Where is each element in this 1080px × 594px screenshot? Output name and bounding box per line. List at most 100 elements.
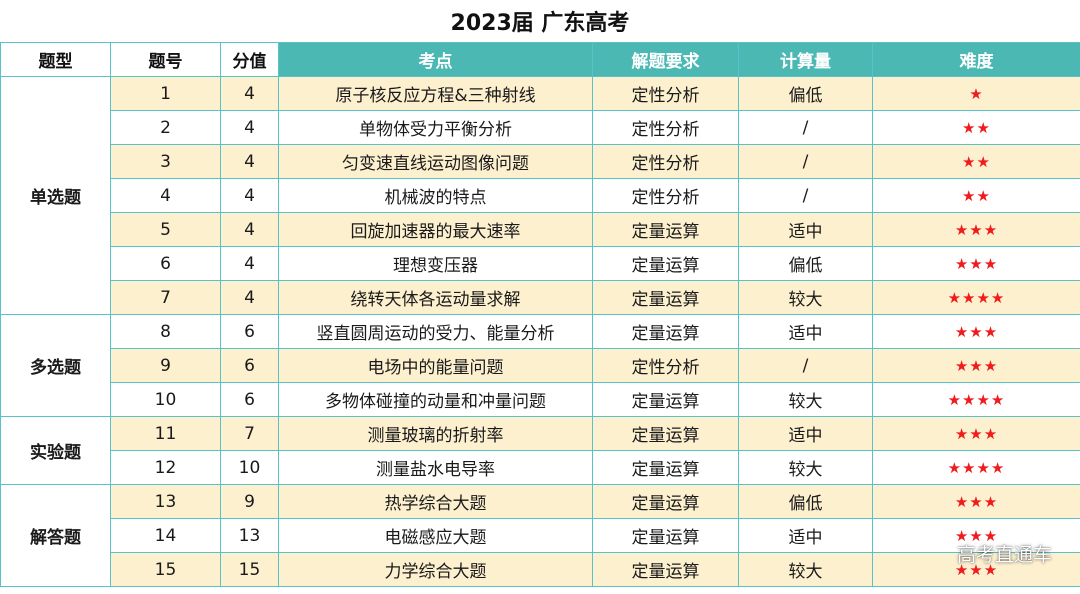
table-row: 多选题 8 6 竖直圆周运动的受力、能量分析 定量运算 适中 ★★★ xyxy=(0,314,1080,417)
score-cell: 15 xyxy=(220,552,279,587)
topic-cell: 电场中的能量问题 xyxy=(278,348,593,383)
table-row: 解答题 13 9 热学综合大题 定量运算 偏低 ★★★ xyxy=(0,484,1080,587)
calc-amount-cell: / xyxy=(738,348,873,383)
calc-amount-cell: 较大 xyxy=(738,552,873,587)
table-row: 12 10 测量盐水电导率 定量运算 较大 ★★★★ xyxy=(1,450,1080,485)
topic-cell: 机械波的特点 xyxy=(278,178,593,213)
watermark-text: 高考直通车 xyxy=(956,544,1052,566)
score-cell: 7 xyxy=(220,416,279,451)
question-type-cell: 解答题 xyxy=(0,484,111,587)
question-number-cell: 5 xyxy=(110,212,221,247)
difficulty-stars: ★★★ xyxy=(872,416,1080,451)
calc-amount-cell: 偏低 xyxy=(738,484,873,519)
difficulty-stars: ★★★ xyxy=(872,518,1080,553)
table-row: 3 4 匀变速直线运动图像问题 定性分析 / ★★ xyxy=(1,144,1080,179)
calc-amount-cell: 较大 xyxy=(738,280,873,315)
topic-cell: 匀变速直线运动图像问题 xyxy=(278,144,593,179)
header-number: 题号 xyxy=(110,42,221,77)
calc-amount-cell: 适中 xyxy=(738,212,873,247)
difficulty-stars: ★★★★ xyxy=(872,450,1080,485)
difficulty-stars: ★★★ xyxy=(872,212,1080,247)
difficulty-stars: ★★★★ xyxy=(872,382,1080,417)
question-number-cell: 11 xyxy=(110,416,221,451)
score-cell: 13 xyxy=(220,518,279,553)
difficulty-stars: ★★ xyxy=(872,110,1080,145)
question-type-cell: 多选题 xyxy=(0,314,111,417)
table-row: 2 4 单物体受力平衡分析 定性分析 / ★★ xyxy=(1,110,1080,145)
topic-cell: 理想变压器 xyxy=(278,246,593,281)
topic-cell: 原子核反应方程&三种射线 xyxy=(278,76,593,111)
header-type: 题型 xyxy=(0,42,111,77)
score-cell: 4 xyxy=(220,212,279,247)
requirement-cell: 定性分析 xyxy=(592,348,739,383)
requirement-cell: 定性分析 xyxy=(592,144,739,179)
question-number-cell: 4 xyxy=(110,178,221,213)
topic-cell: 测量盐水电导率 xyxy=(278,450,593,485)
calc-amount-cell: 较大 xyxy=(738,382,873,417)
requirement-cell: 定量运算 xyxy=(592,246,739,281)
topic-cell: 多物体碰撞的动量和冲量问题 xyxy=(278,382,593,417)
requirement-cell: 定性分析 xyxy=(592,110,739,145)
question-type-cell: 单选题 xyxy=(0,76,111,315)
topic-cell: 电磁感应大题 xyxy=(278,518,593,553)
header-topic: 考点 xyxy=(278,42,593,77)
table-header-row: 题型 题号 分值 考点 解题要求 计算量 难度 xyxy=(0,42,1080,77)
difficulty-stars: ★★★ xyxy=(872,314,1080,349)
calc-amount-cell: 偏低 xyxy=(738,76,873,111)
question-number-cell: 2 xyxy=(110,110,221,145)
question-number-cell: 7 xyxy=(110,280,221,315)
topic-cell: 单物体受力平衡分析 xyxy=(278,110,593,145)
difficulty-stars: ★★★ xyxy=(872,348,1080,383)
requirement-cell: 定量运算 xyxy=(592,212,739,247)
exam-analysis-table: 题型 题号 分值 考点 解题要求 计算量 难度 单选题 1 4 原子核反应方程&三种射… xyxy=(0,42,1080,587)
topic-cell: 热学综合大题 xyxy=(278,484,593,519)
requirement-cell: 定量运算 xyxy=(592,450,739,485)
question-number-cell: 6 xyxy=(110,246,221,281)
score-cell: 4 xyxy=(220,76,279,111)
calc-amount-cell: / xyxy=(738,110,873,145)
table-row: 5 4 回旋加速器的最大速率 定量运算 适中 ★★★ xyxy=(1,212,1080,247)
question-number-cell: 9 xyxy=(110,348,221,383)
question-number-cell: 1 xyxy=(110,76,221,111)
table-row: 9 6 电场中的能量问题 定性分析 / ★★★ xyxy=(1,348,1080,383)
table-row: 6 4 理想变压器 定量运算 偏低 ★★★ xyxy=(1,246,1080,281)
score-cell: 6 xyxy=(220,314,279,349)
requirement-cell: 定量运算 xyxy=(592,416,739,451)
header-score: 分值 xyxy=(220,42,279,77)
calc-amount-cell: / xyxy=(738,144,873,179)
requirement-cell: 定量运算 xyxy=(592,314,739,349)
topic-cell: 竖直圆周运动的受力、能量分析 xyxy=(278,314,593,349)
difficulty-stars: ★★ xyxy=(872,178,1080,213)
score-cell: 4 xyxy=(220,178,279,213)
score-cell: 4 xyxy=(220,246,279,281)
question-number-cell: 15 xyxy=(110,552,221,587)
score-cell: 9 xyxy=(220,484,279,519)
score-cell: 6 xyxy=(220,382,279,417)
topic-cell: 测量玻璃的折射率 xyxy=(278,416,593,451)
requirement-cell: 定量运算 xyxy=(592,552,739,587)
difficulty-stars: ★★★ xyxy=(872,246,1080,281)
requirement-cell: 定量运算 xyxy=(592,280,739,315)
page-title: 2023届 广东高考 xyxy=(450,11,630,36)
question-number-cell: 13 xyxy=(110,484,221,519)
difficulty-stars: ★★ xyxy=(872,144,1080,179)
calc-amount-cell: 较大 xyxy=(738,450,873,485)
table-row: 7 4 绕转天体各运动量求解 定量运算 较大 ★★★★ xyxy=(1,280,1080,315)
calc-amount-cell: 偏低 xyxy=(738,246,873,281)
requirement-cell: 定性分析 xyxy=(592,76,739,111)
header-requirement: 解题要求 xyxy=(592,42,739,77)
table-row: 实验题 11 7 测量玻璃的折射率 定量运算 适中 ★★★ xyxy=(0,416,1080,485)
requirement-cell: 定量运算 xyxy=(592,518,739,553)
question-number-cell: 8 xyxy=(110,314,221,349)
score-cell: 4 xyxy=(220,110,279,145)
header-calc: 计算量 xyxy=(738,42,873,77)
calc-amount-cell: 适中 xyxy=(738,314,873,349)
difficulty-stars: ★★★★ xyxy=(872,280,1080,315)
difficulty-stars: ★ xyxy=(872,76,1080,111)
score-cell: 10 xyxy=(220,450,279,485)
topic-cell: 绕转天体各运动量求解 xyxy=(278,280,593,315)
table-row: 10 6 多物体碰撞的动量和冲量问题 定量运算 较大 ★★★★ xyxy=(1,382,1080,417)
score-cell: 6 xyxy=(220,348,279,383)
topic-cell: 回旋加速器的最大速率 xyxy=(278,212,593,247)
question-type-cell: 实验题 xyxy=(0,416,111,485)
